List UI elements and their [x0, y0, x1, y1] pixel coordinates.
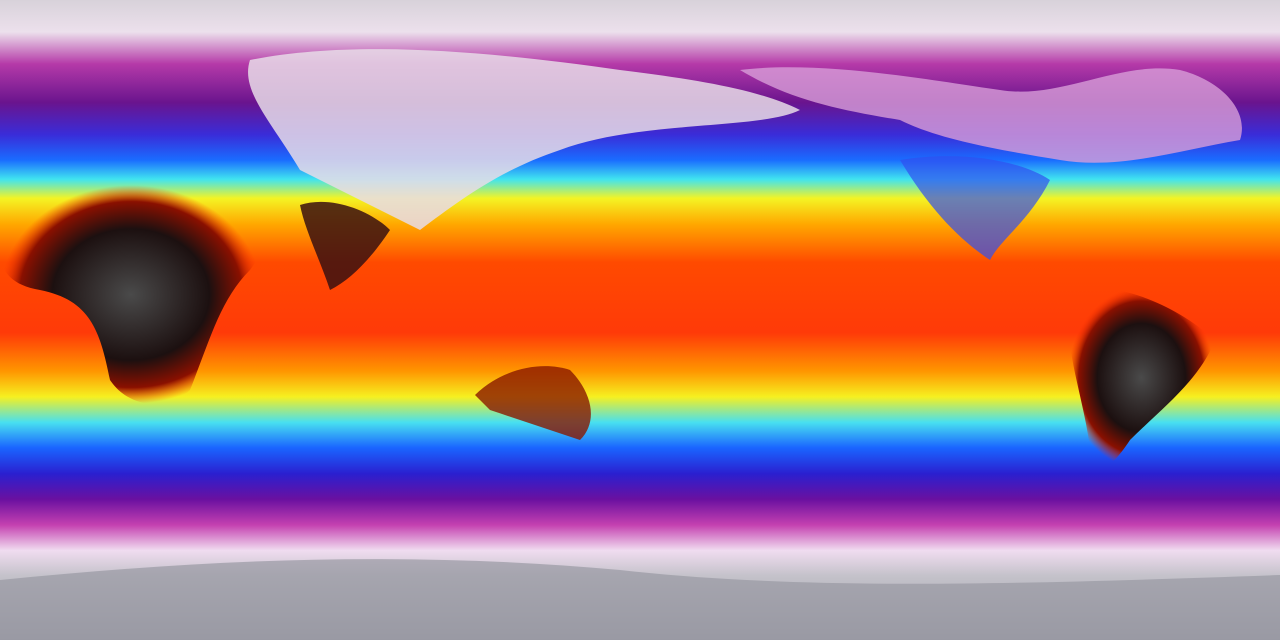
africa	[0, 185, 262, 404]
arabia-india	[300, 201, 390, 290]
south-america	[1067, 287, 1215, 469]
australia	[475, 366, 591, 440]
north-america-south	[900, 156, 1050, 260]
america-cold	[740, 67, 1242, 163]
antarctica	[0, 559, 1280, 640]
asia-cold	[248, 49, 801, 231]
